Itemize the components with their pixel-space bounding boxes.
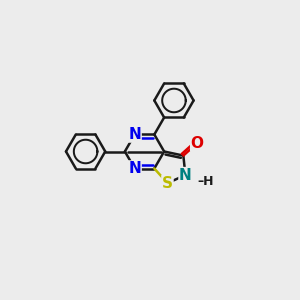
Text: O: O: [191, 136, 204, 151]
Text: N: N: [179, 168, 192, 183]
Text: –H: –H: [197, 175, 214, 188]
Text: N: N: [128, 127, 141, 142]
Text: S: S: [162, 176, 173, 190]
Text: N: N: [128, 161, 141, 176]
